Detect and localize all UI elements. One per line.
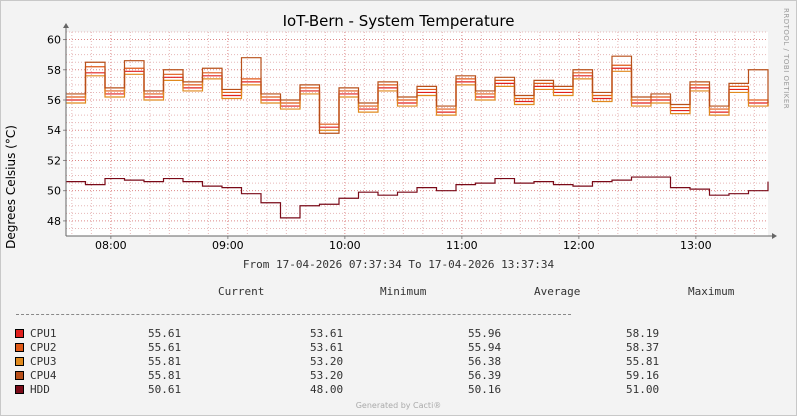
legend-hdd-average: 50.16 [468,383,502,396]
legend-cpu4-maximum: 59.16 [626,369,660,382]
legend-swatch-cpu1 [15,329,24,338]
legend-cpu2-maximum: 58.37 [626,341,660,354]
legend-cpu2-average: 55.94 [468,341,502,354]
x-tick-label: 11:00 [446,239,478,252]
legend-name-cpu2: CPU2 [30,341,57,354]
legend-cpu1-maximum: 58.19 [626,327,660,340]
legend-cpu3-maximum: 55.81 [626,355,660,368]
legend-cpu4-current: 55.81 [148,369,182,382]
y-tick-label: 50 [47,185,61,198]
legend-hdd-maximum: 51.00 [626,383,660,396]
x-tick-label: 09:00 [212,239,244,252]
y-tick-label: 60 [47,34,61,47]
legend-header-current: Current [218,285,265,298]
generated-by-footer: Generated by Cacti® [355,401,442,410]
legend-name-cpu4: CPU4 [30,369,57,382]
time-range-text: From 17-04-2026 07:37:34 To 17-04-2026 1… [242,258,555,271]
y-axis-arrow-icon [63,23,69,28]
legend-name-cpu1: CPU1 [30,327,57,340]
plot-area [66,32,768,236]
y-tick-label: 58 [47,64,61,77]
graph-title: IoT-Bern - System Temperature [282,12,515,30]
legend-cpu2-current: 55.61 [148,341,182,354]
legend-hdd-current: 50.61 [148,383,182,396]
y-tick-label: 56 [47,94,61,107]
legend-header-maximum: Maximum [688,285,735,298]
legend-cpu3-current: 55.81 [148,355,182,368]
legend-hdd-minimum: 48.00 [310,383,344,396]
legend-swatch-hdd [15,385,24,394]
legend-cpu3-average: 56.38 [468,355,502,368]
x-tick-label: 12:00 [563,239,595,252]
legend-name-cpu3: CPU3 [30,355,57,368]
legend-swatch-cpu4 [15,371,24,380]
x-tick-label: 08:00 [95,239,127,252]
legend-cpu1-average: 55.96 [468,327,502,340]
legend-name-hdd: HDD [30,383,50,396]
x-tick-label: 10:00 [329,239,361,252]
y-tick-label: 54 [47,124,61,137]
x-tick-label: 13:00 [680,239,712,252]
legend-header-average: Average [534,285,581,298]
legend-divider [16,314,571,315]
legend-cpu1-current: 55.61 [148,327,182,340]
legend-cpu4-average: 56.39 [468,369,502,382]
legend-cpu4-minimum: 53.20 [310,369,344,382]
legend-cpu1-minimum: 53.61 [310,327,344,340]
x-axis-arrow-icon [772,233,777,239]
legend-swatch-cpu3 [15,357,24,366]
y-tick-label: 48 [47,215,61,228]
legend-cpu2-minimum: 53.61 [310,341,344,354]
legend-swatch-cpu2 [15,343,24,352]
series-line-hdd [66,176,769,219]
series-line-cpu4 [66,55,769,134]
legend-cpu3-minimum: 53.20 [310,355,344,368]
legend-header-minimum: Minimum [380,285,427,298]
y-tick-label: 52 [47,154,61,167]
